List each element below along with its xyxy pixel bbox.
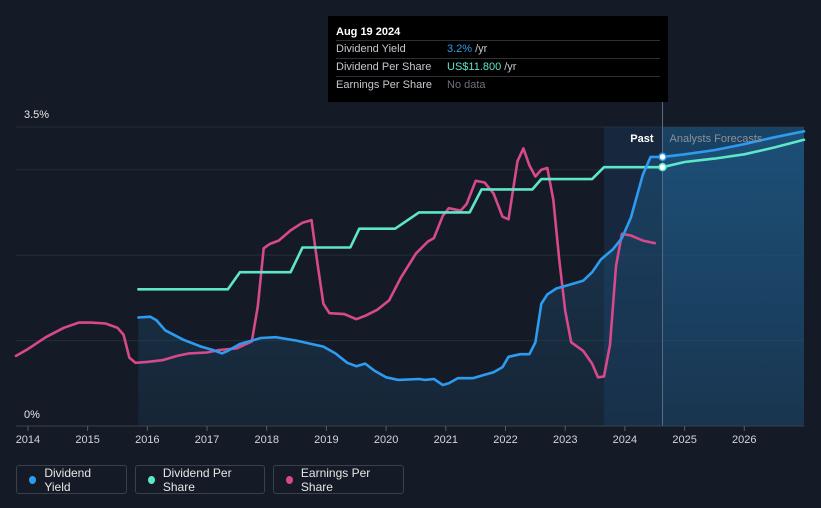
tooltip-row-dividend-yield: Dividend Yield 3.2% /yr <box>336 40 660 58</box>
x-axis: 2014 2015 2016 2017 2018 2019 2020 2021 2022 2023… <box>16 426 757 446</box>
legend-label: Dividend Yield <box>44 465 92 494</box>
tooltip-value: No data <box>447 79 486 91</box>
x-tick-label: 2014 <box>16 434 40 446</box>
hover-markers <box>658 152 667 172</box>
earnings-per-share-line <box>14 147 657 379</box>
x-tick-label: 2019 <box>314 434 338 446</box>
dividend-per-share-marker <box>658 162 667 172</box>
x-tick-label: 2026 <box>732 434 756 446</box>
tooltip-value: US$11.800 <box>447 61 502 73</box>
x-tick-label: 2022 <box>493 434 517 446</box>
legend-dot-icon <box>29 475 37 484</box>
tooltip-date: Aug 19 2024 <box>336 26 401 38</box>
tooltip-unit: /yr <box>475 43 488 55</box>
legend-dot-icon <box>286 475 293 484</box>
x-tick-label: 2020 <box>374 434 398 446</box>
dividend-yield-area <box>138 131 804 427</box>
dividend-per-share-line <box>137 138 806 291</box>
x-tick-label: 2016 <box>135 434 159 446</box>
legend-dot-icon <box>148 475 155 484</box>
x-tick-label: 2024 <box>613 434 637 446</box>
dividend-yield-marker <box>658 152 667 162</box>
legend-dividend-yield[interactable]: Dividend Yield <box>16 465 127 494</box>
x-tick-label: 2025 <box>672 434 696 446</box>
hover-tooltip: Aug 19 2024 Dividend Yield 3.2% /yr Divi… <box>328 16 668 102</box>
tooltip-label: Dividend Yield <box>336 43 406 55</box>
series-lines <box>14 130 806 387</box>
x-tick-label: 2015 <box>75 434 99 446</box>
tooltip-value: 3.2% <box>447 43 473 55</box>
analysts-forecasts-label: Analysts Forecasts <box>670 133 763 145</box>
x-tick-label: 2021 <box>434 434 458 446</box>
legend-dividend-per-share[interactable]: Dividend Per Share <box>135 465 265 494</box>
x-tick-label: 2018 <box>254 434 278 446</box>
tooltip-row-earnings-per-share: Earnings Per Share No data <box>336 76 660 94</box>
legend-label: Dividend Per Share <box>162 465 232 494</box>
y-axis-top-label: 3.5% <box>24 109 49 121</box>
past-label: Past <box>630 133 654 145</box>
x-tick-label: 2017 <box>195 434 219 446</box>
tooltip-label: Dividend Per Share <box>336 61 432 73</box>
tooltip-label: Earnings Per Share <box>336 79 432 91</box>
legend-earnings-per-share[interactable]: Earnings Per Share <box>273 465 404 494</box>
legend-label: Earnings Per Share <box>300 465 371 494</box>
tooltip-unit: /yr <box>504 61 517 73</box>
y-axis-bottom-label: 0% <box>24 409 40 421</box>
tooltip-row-dividend-per-share: Dividend Per Share US$11.800 /yr <box>336 58 660 76</box>
x-tick-label: 2023 <box>553 434 577 446</box>
dividend-yield-line <box>137 130 806 387</box>
